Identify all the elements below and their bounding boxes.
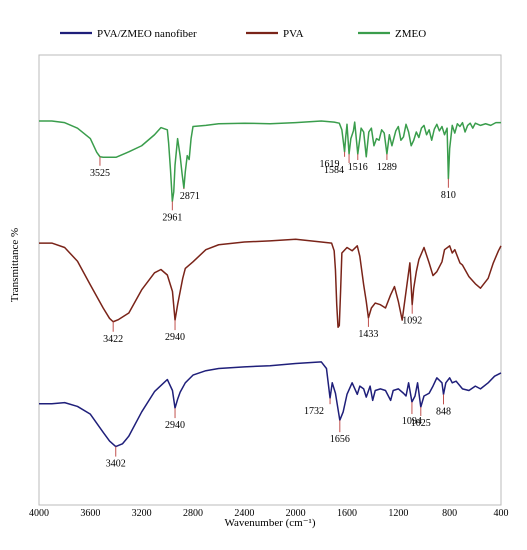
legend-label: ZMEO [395, 28, 426, 40]
peak-annotation-pva-2940: 2940 [165, 320, 185, 343]
peak-annotation-zmeo-1619: 1619 [320, 151, 346, 170]
series-line-pva [39, 238, 502, 328]
peak-annotation-pva-zmeo-nanofiber-1094: 1094 [402, 402, 422, 427]
peak-annotation-zmeo-3525: 3525 [90, 156, 110, 179]
plot-frame [38, 54, 502, 506]
x-tick-label: 2800 [183, 508, 203, 519]
peak-label: 1094 [402, 416, 422, 427]
peak-label: 1433 [358, 329, 378, 340]
x-tick-label: 1200 [388, 508, 408, 519]
peak-annotation-pva-1092: 1092 [402, 304, 422, 327]
x-tick-label: 3200 [132, 508, 152, 519]
peak-label: 3402 [106, 459, 126, 470]
legend-entry-pva-zmeo-nanofiber: PVA/ZMEO nanofiber [60, 28, 197, 40]
peak-label: 810 [441, 190, 456, 201]
peak-label: 1025 [411, 418, 431, 429]
peak-label: 1619 [320, 159, 340, 170]
peak-label: 1732 [304, 406, 324, 417]
peak-label: 3525 [90, 168, 110, 179]
legend-label: PVA [283, 28, 304, 40]
peak-annotation-pva-zmeo-nanofiber-848: 848 [436, 394, 451, 417]
x-tick-label: 800 [442, 508, 457, 519]
peak-annotation-pva-zmeo-nanofiber-2940: 2940 [165, 408, 185, 431]
peak-annotation-zmeo-1516: 1516 [348, 154, 368, 173]
peak-annotation-zmeo-1584: 1584 [324, 154, 350, 176]
x-axis: 4000 3600 3200 2800 2400 2000 1600 1200 800 400 [29, 508, 509, 519]
legend-entry-zmeo: ZMEO [358, 28, 426, 40]
series-line-pva-zmeo-nanofiber [39, 361, 502, 448]
peak-label: 2940 [165, 332, 185, 343]
x-axis-title: Wavenumber (cm⁻¹) [225, 517, 316, 529]
peak-annotation-zmeo-810: 810 [441, 178, 456, 201]
x-tick-label: 2000 [286, 508, 306, 519]
peak-label: 1092 [402, 316, 422, 327]
legend-label: PVA/ZMEO nanofiber [97, 28, 197, 40]
peak-annotation-pva-3422: 3422 [103, 321, 123, 345]
peak-label: 1289 [377, 162, 397, 173]
peak-label: 2961 [162, 212, 182, 223]
peak-annotation-pva-zmeo-nanofiber-1732: 1732 [304, 398, 331, 417]
peak-annotation-pva-zmeo-nanofiber-3402: 3402 [106, 446, 126, 470]
peak-label: 2871 [180, 191, 200, 202]
series-line-zmeo [39, 120, 501, 203]
peak-annotation-pva-1433: 1433 [358, 317, 378, 340]
peak-annotation-zmeo-2871: 2871 [180, 188, 200, 202]
peak-annotation-pva-zmeo-nanofiber-1656: 1656 [330, 420, 350, 445]
x-tick-label: 4000 [29, 508, 49, 519]
y-axis-title: Transmittance % [9, 228, 21, 302]
peak-label: 1584 [324, 165, 344, 176]
x-tick-label: 3600 [80, 508, 100, 519]
legend: PVA/ZMEO nanofiber PVA ZMEO [60, 28, 426, 40]
x-tick-label: 1600 [337, 508, 357, 519]
legend-entry-pva: PVA [246, 28, 304, 40]
peak-annotation-zmeo-1289: 1289 [377, 154, 397, 173]
x-tick-label: 400 [494, 508, 509, 519]
peak-label: 848 [436, 406, 451, 417]
peak-label: 2940 [165, 420, 185, 431]
peak-label: 1656 [330, 434, 350, 445]
peak-label: 3422 [103, 334, 123, 345]
peak-annotation-zmeo-2961: 2961 [162, 201, 182, 223]
peak-annotation-pva-zmeo-nanofiber-1025: 1025 [411, 407, 431, 429]
peak-label: 1516 [348, 162, 368, 173]
x-tick-label: 2400 [234, 508, 254, 519]
